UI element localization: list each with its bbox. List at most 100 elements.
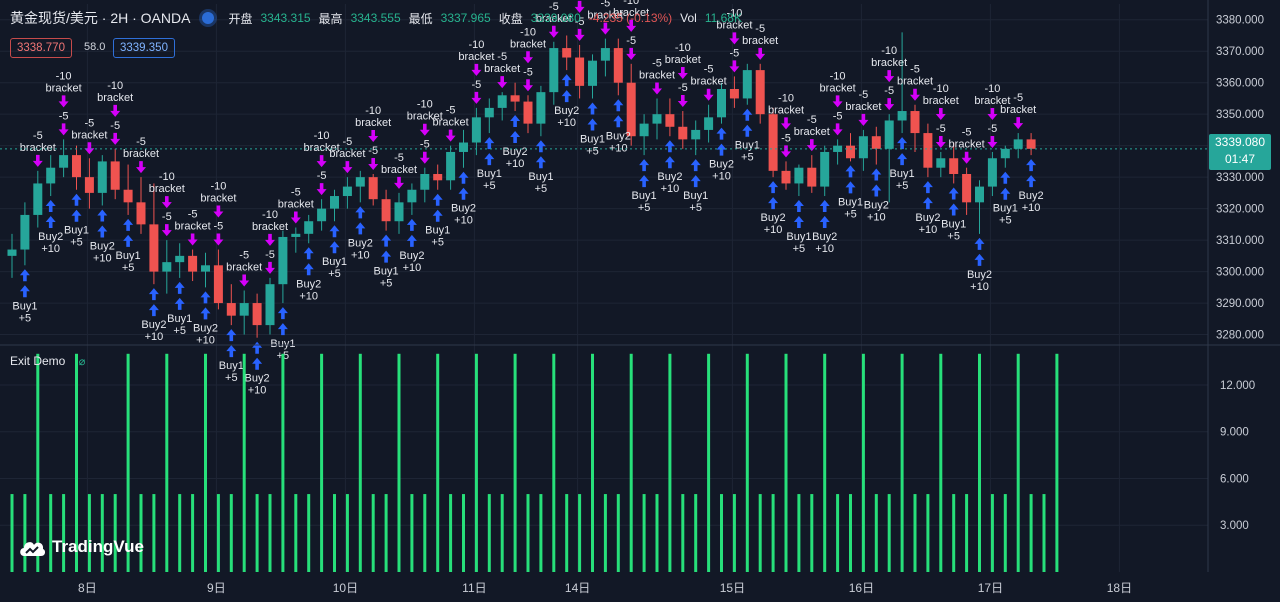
indicator-bar bbox=[36, 353, 40, 572]
candle-body bbox=[884, 120, 894, 149]
buy2-value: +10 bbox=[712, 171, 731, 183]
buy2-label: Buy2 bbox=[915, 212, 940, 224]
buy-signal-arrow bbox=[329, 225, 340, 238]
exit-signal-arrow bbox=[419, 151, 430, 164]
exit-value-small: -5 bbox=[626, 35, 636, 47]
candle-body bbox=[188, 255, 198, 272]
volume-tick-label: 12.000 bbox=[1220, 380, 1255, 392]
exit-value-small: -5 bbox=[33, 130, 43, 142]
buy-signal-arrow bbox=[1000, 171, 1011, 184]
indicator-bar bbox=[358, 353, 362, 572]
low-label: 最低 bbox=[408, 11, 433, 26]
buy-signal-arrow bbox=[303, 247, 314, 260]
exit-value-small: -5 bbox=[188, 209, 198, 221]
exit-value-small: -5 bbox=[678, 82, 688, 94]
candle-body bbox=[110, 161, 120, 190]
exit-name-label: bracket bbox=[252, 221, 288, 233]
indicator-bar bbox=[939, 353, 943, 572]
candle-body bbox=[291, 233, 301, 237]
x-tick-label: 11日 bbox=[462, 581, 486, 595]
candle-body bbox=[704, 117, 714, 130]
candle-body bbox=[962, 174, 972, 203]
symbol-title[interactable]: 黄金现货/美元 · 2H · OANDA bbox=[10, 10, 191, 26]
candle-body bbox=[781, 170, 791, 184]
indicator-bar bbox=[1042, 494, 1046, 572]
buy2-value: +10 bbox=[867, 212, 886, 224]
exit-value-small: -5 bbox=[420, 139, 430, 151]
exit-name-label: bracket bbox=[613, 7, 649, 19]
high-value: 3343.555 bbox=[350, 11, 401, 25]
exit-signal-arrow bbox=[703, 88, 714, 101]
candle-body bbox=[265, 284, 275, 326]
indicator-bar bbox=[281, 353, 285, 572]
indicator-bar bbox=[978, 353, 981, 572]
exit-value-small: -5 bbox=[110, 120, 120, 132]
candle-body bbox=[742, 70, 752, 99]
buy-signal-arrow bbox=[45, 216, 56, 229]
exit-value-large: -10 bbox=[159, 171, 175, 183]
exit-value-small: -5 bbox=[136, 136, 146, 148]
exit-signal-arrow bbox=[394, 176, 405, 189]
candle-body bbox=[433, 174, 443, 181]
indicator-bar bbox=[333, 494, 336, 572]
indicator-bar bbox=[410, 494, 414, 572]
exit-value-small: -5 bbox=[291, 187, 301, 199]
exit-value-small: -5 bbox=[833, 110, 843, 122]
exit-signal-arrow bbox=[729, 32, 740, 45]
buy2-label: Buy2 bbox=[90, 240, 115, 252]
candle-body bbox=[317, 208, 327, 222]
eye-icon[interactable]: ⌀ bbox=[78, 356, 86, 368]
buy1-value: +5 bbox=[793, 243, 806, 255]
y-tick-label: 3350.000 bbox=[1216, 109, 1264, 121]
indicator-name[interactable]: Exit Demo bbox=[10, 354, 66, 368]
indicator-bar bbox=[965, 494, 969, 572]
exit-signal-arrow bbox=[316, 155, 327, 168]
buy-signal-arrow bbox=[458, 187, 469, 200]
buy1-value: +5 bbox=[999, 215, 1012, 227]
exit-signal-arrow bbox=[471, 63, 482, 76]
exit-signal-arrow bbox=[290, 211, 301, 224]
buy2-value: +10 bbox=[970, 281, 989, 293]
buy1-value: +5 bbox=[844, 208, 857, 220]
buy-signal-arrow bbox=[123, 218, 134, 231]
exit-value-small: -5 bbox=[755, 23, 765, 35]
buy-signal-arrow bbox=[329, 241, 340, 254]
exit-signal-arrow bbox=[781, 145, 791, 158]
buy-signal-arrow bbox=[690, 175, 701, 188]
buy-signal-arrow bbox=[639, 159, 650, 172]
candle-body bbox=[175, 255, 185, 263]
indicator-bar bbox=[371, 494, 375, 572]
exit-signal-arrow bbox=[187, 233, 198, 246]
indicator-bar bbox=[204, 353, 207, 572]
sell-price-button[interactable]: 3338.770 bbox=[10, 38, 72, 58]
indicator-bar bbox=[423, 494, 427, 572]
candle-body bbox=[123, 189, 133, 203]
buy1-value: +5 bbox=[122, 262, 135, 274]
volume-tick-label: 3.000 bbox=[1220, 520, 1249, 532]
exit-signal-arrow bbox=[858, 113, 869, 126]
volume-value: 11.68K bbox=[704, 11, 742, 25]
buy1-value: +5 bbox=[328, 268, 341, 280]
candle-body bbox=[1013, 139, 1023, 149]
low-value: 3337.965 bbox=[440, 11, 491, 25]
exit-name-label: bracket bbox=[871, 57, 907, 69]
candle-body bbox=[407, 189, 417, 203]
buy-signal-arrow bbox=[303, 263, 314, 276]
exit-signal-arrow bbox=[32, 154, 43, 167]
buy1-label: Buy1 bbox=[116, 250, 141, 262]
indicator-bar bbox=[500, 494, 504, 572]
indicator-bar bbox=[23, 494, 27, 572]
buy-signal-arrow bbox=[381, 234, 392, 247]
exit-signal-arrow bbox=[523, 51, 533, 64]
buy1-label: Buy1 bbox=[941, 218, 966, 230]
buy-signal-arrow bbox=[716, 143, 727, 156]
exit-value-small: -5 bbox=[910, 64, 920, 76]
candle-body bbox=[304, 221, 314, 234]
exit-name-label: bracket bbox=[355, 117, 391, 129]
buy2-value: +10 bbox=[506, 158, 525, 170]
exit-value-small: -5 bbox=[601, 0, 611, 10]
exit-value-small: -5 bbox=[988, 123, 998, 135]
exit-name-label: bracket bbox=[433, 117, 469, 129]
buy-price-button[interactable]: 3339.350 bbox=[113, 38, 175, 58]
